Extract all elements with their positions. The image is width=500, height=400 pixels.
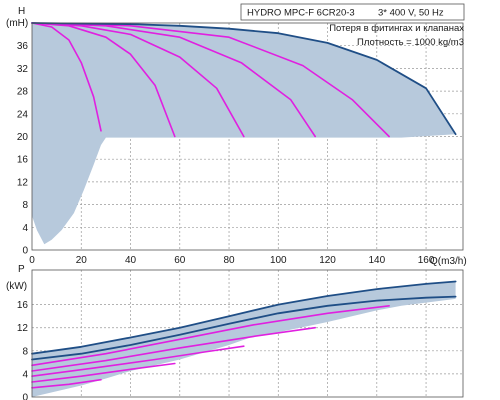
head-curve-plot: 0 4 8 12 16 20 24 28 32 36 0 20 40 60 80 100 120 140 160	[17, 22, 464, 266]
max-speed-curve	[31, 22, 457, 136]
y-tick-label: 8	[22, 346, 28, 357]
density-note: Плотность = 1000 kg/m3	[357, 37, 464, 48]
y-tick-label: 16	[17, 155, 29, 166]
operating-area	[32, 23, 456, 245]
y-tick-label: 4	[22, 369, 28, 380]
reduced-speed-curve	[31, 378, 102, 389]
power-curve-plot: 0 4 8 12 16	[17, 269, 464, 400]
y-tick-label: 32	[17, 64, 29, 75]
plot-frame	[31, 22, 464, 251]
y-tick-label: 36	[17, 41, 29, 52]
y-tick-label: 24	[17, 109, 29, 120]
x-tick-label: 140	[368, 255, 385, 266]
fitting-loss-note: Потеря в фитингах и клапанах	[329, 23, 464, 34]
x-tick-label: 60	[174, 255, 186, 266]
head-axis-label: H	[18, 6, 25, 17]
power-axis-unit: (kW)	[6, 281, 27, 292]
y-tick-label: 0	[22, 246, 28, 257]
y-tick-label: 28	[17, 87, 29, 98]
x-axis-unit-label: Q(m3/h)	[430, 256, 467, 267]
reduced-speed-curve	[31, 22, 102, 132]
power-axis-label: P	[18, 264, 25, 275]
y-tick-label: 20	[17, 132, 29, 143]
max-speed-curve	[31, 280, 457, 355]
x-tick-label: 80	[223, 255, 235, 266]
x-tick-label: 100	[270, 255, 287, 266]
y-tick-label: 8	[22, 200, 28, 211]
y-tick-label: 12	[17, 323, 29, 334]
head-axis-unit: (mH)	[6, 18, 28, 29]
y-tick-label: 4	[22, 223, 28, 234]
reduced-speed-curve	[31, 304, 390, 367]
reduced-speed-curve	[31, 22, 390, 138]
info-box: HYDRO MPC-F 6CR20-3 3* 400 V, 50 Hz Поте…	[240, 3, 465, 48]
x-tick-label: 0	[29, 255, 35, 266]
x-tick-label: 120	[319, 255, 336, 266]
reduced-speed-curve	[31, 362, 176, 383]
x-tick-label: 20	[76, 255, 88, 266]
y-tick-label: 12	[17, 177, 29, 188]
plot-frame	[31, 269, 464, 398]
max-speed-curve	[31, 295, 457, 361]
x-tick-label: 160	[418, 255, 435, 266]
power-supply: 3* 400 V, 50 Hz	[378, 8, 444, 19]
y-tick-label: 16	[17, 300, 29, 311]
reduced-speed-curve	[31, 326, 317, 372]
x-tick-label: 40	[125, 255, 137, 266]
reduced-speed-curve	[31, 345, 245, 378]
pump-model: HYDRO MPC-F 6CR20-3	[247, 8, 355, 19]
y-tick-label: 0	[22, 393, 28, 400]
